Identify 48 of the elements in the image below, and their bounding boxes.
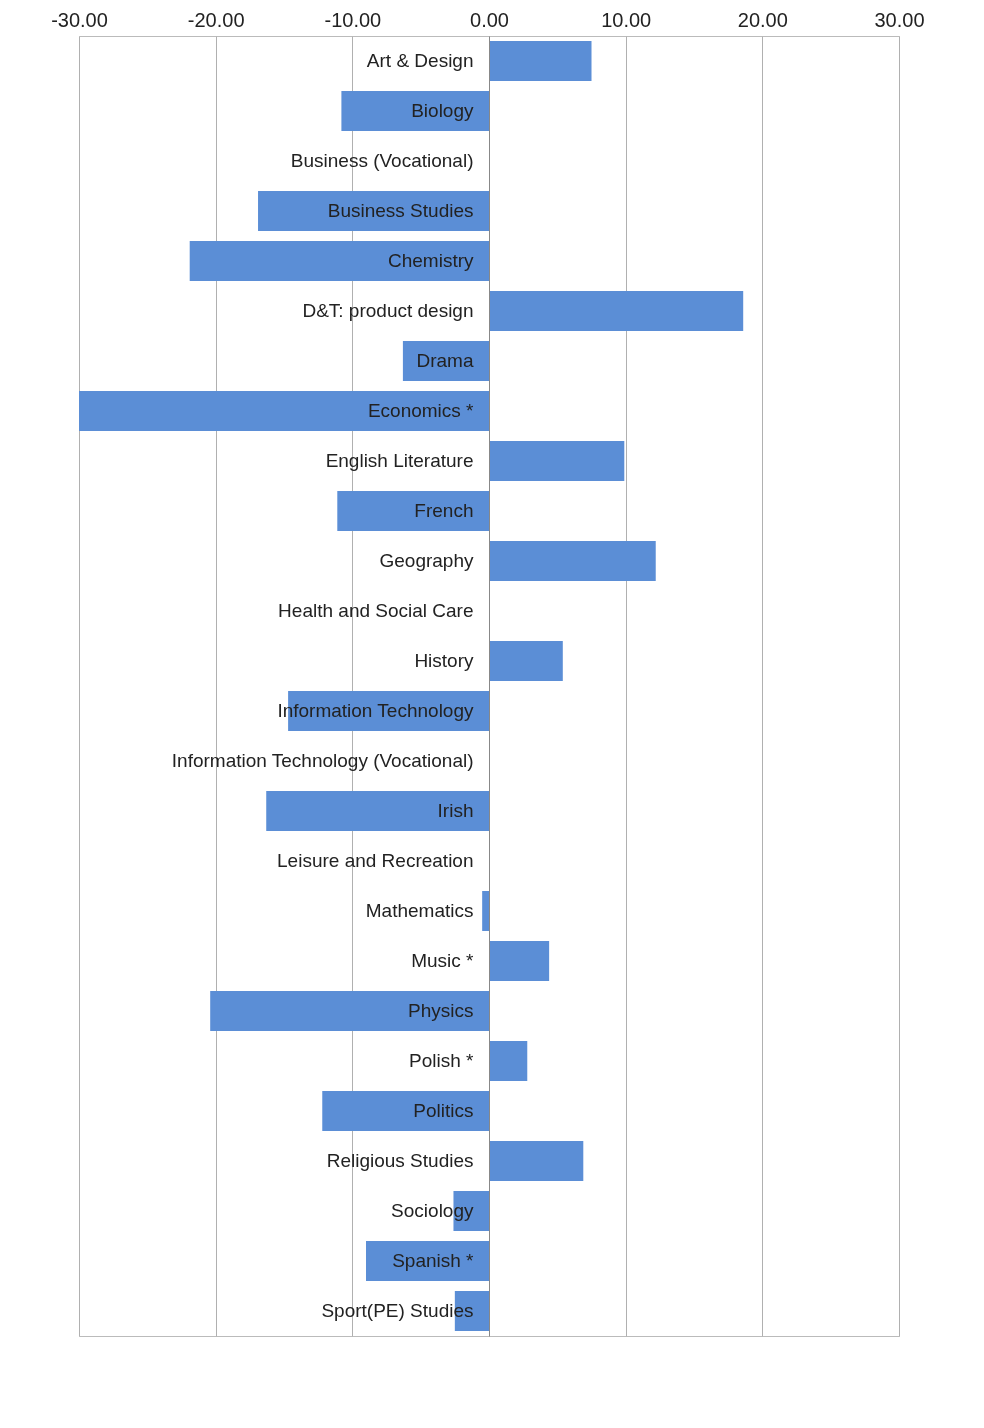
bar xyxy=(489,641,563,681)
bar xyxy=(322,1091,489,1131)
y-tick-label: Health and Social Care xyxy=(278,600,474,621)
y-tick-label: French xyxy=(414,500,474,521)
y-tick-label: Business (Vocational) xyxy=(290,150,474,171)
bar xyxy=(489,1141,584,1181)
x-tick-label: -10.00 xyxy=(324,8,382,31)
y-tick-label: Religious Studies xyxy=(326,1150,474,1171)
x-tick-label: -20.00 xyxy=(187,8,245,31)
bar xyxy=(266,791,489,831)
bar xyxy=(489,441,625,481)
y-tick-label: Irish xyxy=(437,800,474,821)
y-tick-label: Polish * xyxy=(409,1050,475,1071)
bar xyxy=(489,941,550,981)
y-tick-label: Mathematics xyxy=(365,900,474,921)
y-tick-label: Economics * xyxy=(367,400,475,421)
y-tick-label: English Literature xyxy=(325,450,474,471)
x-tick-label: 30.00 xyxy=(874,8,925,31)
y-tick-label: Physics xyxy=(408,1000,474,1021)
y-tick-label: Biology xyxy=(411,100,474,121)
y-tick-label: Chemistry xyxy=(387,250,474,271)
bar xyxy=(489,541,656,581)
bar xyxy=(79,391,489,431)
y-tick-label: History xyxy=(414,650,474,671)
y-tick-label: Spanish * xyxy=(392,1250,475,1271)
x-tick-label: 10.00 xyxy=(601,8,652,31)
bar xyxy=(489,291,744,331)
bar xyxy=(482,891,489,931)
bar xyxy=(366,1241,489,1281)
bar xyxy=(337,491,489,531)
bar xyxy=(258,191,489,231)
y-tick-label: Information Technology (Vocational) xyxy=(171,750,474,771)
bar xyxy=(210,991,489,1031)
x-tick-label: 20.00 xyxy=(737,8,788,31)
y-tick-label: Music * xyxy=(411,950,475,971)
bar xyxy=(341,91,489,131)
y-tick-label: D&T: product design xyxy=(302,300,474,321)
bar xyxy=(489,41,592,81)
y-tick-label: Geography xyxy=(379,550,474,571)
y-tick-label: Drama xyxy=(416,350,474,371)
x-tick-label: 0.00 xyxy=(470,8,509,31)
y-tick-label: Art & Design xyxy=(366,50,474,71)
y-tick-label: Leisure and Recreation xyxy=(277,850,474,871)
y-tick-label: Business Studies xyxy=(327,200,474,221)
y-tick-label: Politics xyxy=(413,1100,474,1121)
x-tick-label: -30.00 xyxy=(51,8,108,31)
bar xyxy=(189,241,489,281)
bar xyxy=(489,1041,528,1081)
